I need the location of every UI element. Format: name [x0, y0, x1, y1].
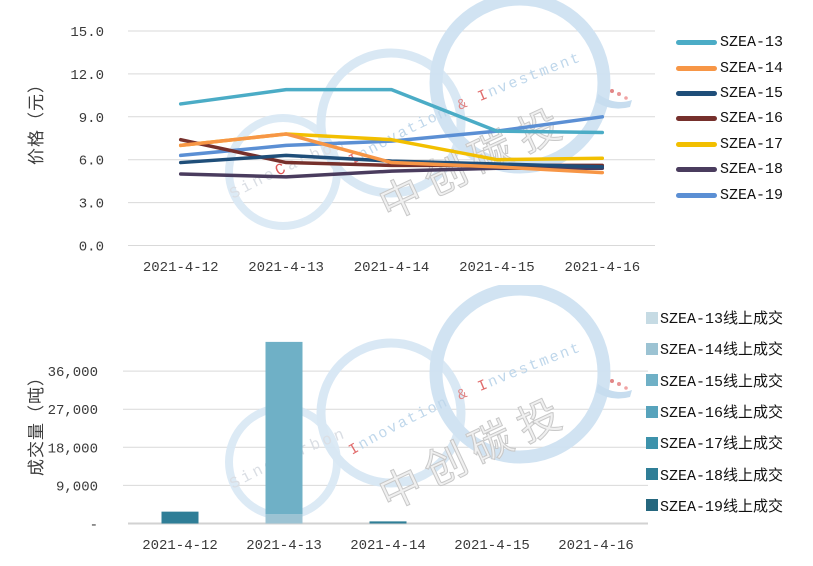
volume-y-tick-label: -	[90, 518, 98, 534]
volume-y-tick-label: 36,000	[48, 365, 98, 381]
legend-label: SZEA-19	[720, 186, 784, 204]
volume-chart-legend: SZEA-13线上成交 SZEA-14线上成交 SZEA-15线上成交 SZEA-16…	[646, 302, 783, 521]
legend-square-swatch	[646, 436, 658, 449]
volume-bar-segment-SZEA-18线上成交	[369, 521, 407, 524]
legend-item-SZEA-13线上成交: SZEA-13线上成交	[646, 302, 783, 333]
legend-item-SZEA-14线上成交: SZEA-14线上成交	[646, 333, 783, 364]
legend-square-swatch	[646, 374, 658, 387]
legend-item-SZEA-15线上成交: SZEA-15线上成交	[646, 365, 783, 396]
price-y-tick-label: 9.0	[79, 111, 104, 127]
legend-label: SZEA-15	[720, 84, 784, 102]
price-line-SZEA-13	[178, 87, 605, 135]
legend-item-SZEA-17线上成交: SZEA-17线上成交	[646, 427, 783, 458]
price-x-tick-label: 2021-4-14	[354, 260, 430, 276]
volume-x-tick-label: 2021-4-15	[454, 538, 530, 554]
legend-item-SZEA-15: SZEA-15	[676, 81, 783, 106]
legend-line-swatch	[676, 192, 717, 198]
legend-item-SZEA-19线上成交: SZEA-19线上成交	[646, 490, 783, 521]
price-line-SZEA-14	[178, 132, 605, 175]
legend-label: SZEA-19线上成交	[660, 498, 784, 516]
price-y-tick-label: 12.0	[70, 68, 104, 84]
legend-square-swatch	[646, 468, 658, 481]
price-x-tick-label: 2021-4-15	[459, 260, 535, 276]
legend-line-swatch	[676, 40, 717, 46]
legend-square-swatch	[646, 342, 658, 355]
legend-item-SZEA-13: SZEA-13	[676, 30, 783, 55]
volume-bar-segment-SZEA-14线上成交	[265, 514, 303, 524]
volume-x-tick-label: 2021-4-12	[142, 538, 218, 554]
legend-item-SZEA-16: SZEA-16	[676, 106, 783, 131]
legend-label: SZEA-17线上成交	[660, 436, 784, 454]
legend-line-swatch	[676, 116, 717, 122]
legend-square-swatch	[646, 499, 658, 512]
legend-line-swatch	[676, 141, 717, 147]
legend-item-SZEA-14: SZEA-14	[676, 55, 783, 80]
legend-label: SZEA-18线上成交	[660, 467, 784, 485]
legend-label: SZEA-14线上成交	[660, 342, 784, 360]
volume-y-tick-label: 27,000	[48, 403, 98, 419]
price-x-tick-label: 2021-4-13	[248, 260, 324, 276]
watermark-stamp-char: 碳	[463, 414, 522, 476]
legend-label: SZEA-14	[720, 59, 784, 77]
volume-bar-segment-SZEA-15线上成交	[265, 341, 303, 515]
price-line-chart: 0.03.06.09.012.015.0SinoCarbonInnovation…	[70, 0, 655, 276]
price-y-tick-label: 0.0	[79, 240, 104, 256]
price-y-tick-label: 15.0	[70, 25, 104, 41]
legend-square-swatch	[646, 405, 658, 418]
price-chart-legend: SZEA-13 SZEA-14 SZEA-15 SZEA-16 SZEA-17 SZEA-…	[676, 30, 783, 208]
volume-x-tick-label: 2021-4-13	[246, 538, 322, 554]
legend-item-SZEA-17: SZEA-17	[676, 132, 783, 157]
legend-label: SZEA-13线上成交	[660, 311, 784, 329]
volume-y-tick-label: 9,000	[56, 479, 98, 495]
legend-label: SZEA-16	[720, 110, 784, 128]
legend-item-SZEA-16线上成交: SZEA-16线上成交	[646, 396, 783, 427]
legend-label: SZEA-15线上成交	[660, 373, 784, 391]
price-y-tick-label: 3.0	[79, 197, 104, 213]
volume-axis-title: 成交量（吨）	[29, 368, 48, 476]
legend-label: SZEA-17	[720, 135, 784, 153]
price-axis-title: 价格（元）	[29, 75, 48, 165]
volume-bar-chart: -9,00018,00027,00036,000SinoCarbonInnova…	[48, 285, 648, 554]
legend-label: SZEA-13	[720, 34, 784, 52]
price-x-tick-label: 2021-4-16	[564, 260, 640, 276]
volume-x-tick-label: 2021-4-16	[558, 538, 634, 554]
legend-label: SZEA-18	[720, 161, 784, 179]
legend-line-swatch	[676, 65, 717, 71]
legend-item-SZEA-18: SZEA-18	[676, 157, 783, 182]
volume-x-tick-label: 2021-4-14	[350, 538, 426, 554]
volume-y-tick-label: 18,000	[48, 441, 98, 457]
watermark-stamp-char: 中	[373, 170, 432, 232]
legend-item-SZEA-19: SZEA-19	[676, 182, 783, 207]
price-y-tick-label: 6.0	[79, 154, 104, 170]
legend-line-swatch	[676, 167, 717, 173]
legend-line-swatch	[676, 90, 717, 96]
legend-square-swatch	[646, 311, 658, 324]
legend-item-SZEA-18线上成交: SZEA-18线上成交	[646, 458, 783, 489]
watermark-stamp-char: 中	[373, 460, 432, 522]
legend-label: SZEA-16线上成交	[660, 405, 784, 423]
volume-bar-segment-SZEA-18线上成交	[161, 511, 199, 524]
price-x-tick-label: 2021-4-12	[143, 260, 219, 276]
